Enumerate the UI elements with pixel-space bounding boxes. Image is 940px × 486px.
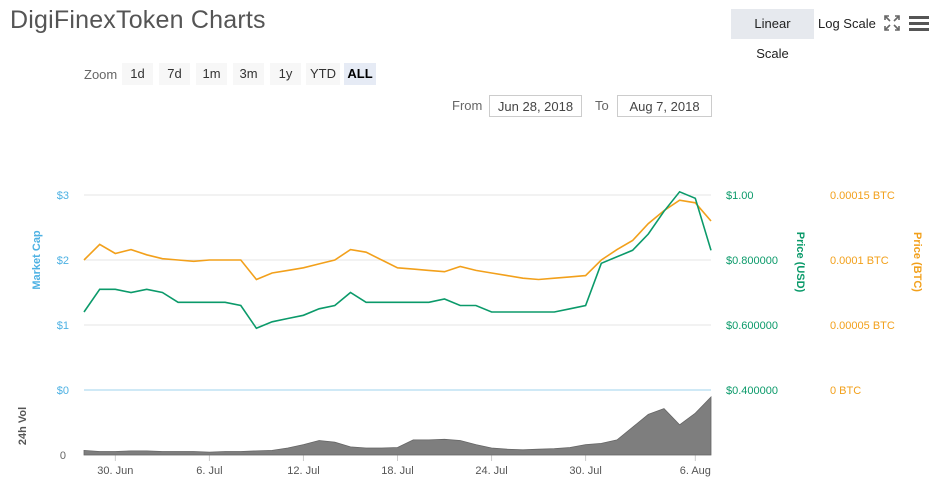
usd-tick-label: $1.00 (726, 190, 754, 202)
btc-tick-label: 0.0001 BTC (830, 255, 889, 267)
x-tick-label: 12. Jul (287, 465, 319, 477)
usd-tick-label: $0.800000 (726, 255, 778, 267)
menu-icon[interactable] (909, 14, 929, 32)
btc-tick-label: 0.00005 BTC (830, 320, 895, 332)
zoom-1y-button[interactable]: 1y (270, 63, 301, 85)
usd-axis-title: Price (USD) (794, 232, 806, 293)
usd-tick-label: $0.600000 (726, 320, 778, 332)
from-date-input[interactable]: Jun 28, 2018 (489, 95, 582, 117)
x-tick-label: 18. Jul (381, 465, 413, 477)
zoom-3m-button[interactable]: 3m (233, 63, 264, 85)
volume-axis-title: 24h Vol (17, 407, 29, 445)
log-scale-button[interactable]: Log Scale (818, 16, 876, 31)
from-label: From (452, 98, 483, 113)
linear-scale-button[interactable]: Linear Scale (731, 9, 814, 61)
zoom-all-button[interactable]: ALL (344, 63, 376, 85)
zoom-1d-button[interactable]: 1d (122, 63, 153, 85)
to-date-input[interactable]: Aug 7, 2018 (617, 95, 712, 117)
usd-price-line (83, 190, 712, 330)
x-tick-label: 6. Aug (680, 465, 711, 477)
x-tick-label: 24. Jul (475, 465, 507, 477)
fullscreen-icon[interactable] (884, 15, 900, 31)
btc-tick-label: 0.00015 BTC (830, 190, 895, 202)
zoom-1m-button[interactable]: 1m (196, 63, 227, 85)
to-label: To (595, 98, 609, 113)
market-cap-tick-label: $1 (57, 320, 69, 332)
market-cap-axis-title: Market Cap (31, 230, 43, 290)
zoom-label: Zoom (84, 67, 118, 82)
x-tick-label: 30. Jun (97, 465, 133, 477)
btc-tick-label: 0 BTC (830, 385, 861, 397)
btc-price-line (83, 199, 712, 281)
volume-tick-label: 0 (60, 450, 66, 462)
market-cap-tick-label: $2 (57, 255, 69, 267)
volume-area (83, 396, 712, 456)
page-title: DigiFinexToken Charts (10, 6, 266, 34)
zoom-ytd-button[interactable]: YTD (306, 63, 340, 85)
x-tick-label: 30. Jul (569, 465, 601, 477)
market-cap-tick-label: $3 (57, 190, 69, 202)
market-cap-tick-label: $0 (57, 385, 69, 397)
btc-axis-title: Price (BTC) (911, 232, 923, 292)
usd-tick-label: $0.400000 (726, 385, 778, 397)
zoom-7d-button[interactable]: 7d (159, 63, 190, 85)
x-tick-label: 6. Jul (196, 465, 222, 477)
